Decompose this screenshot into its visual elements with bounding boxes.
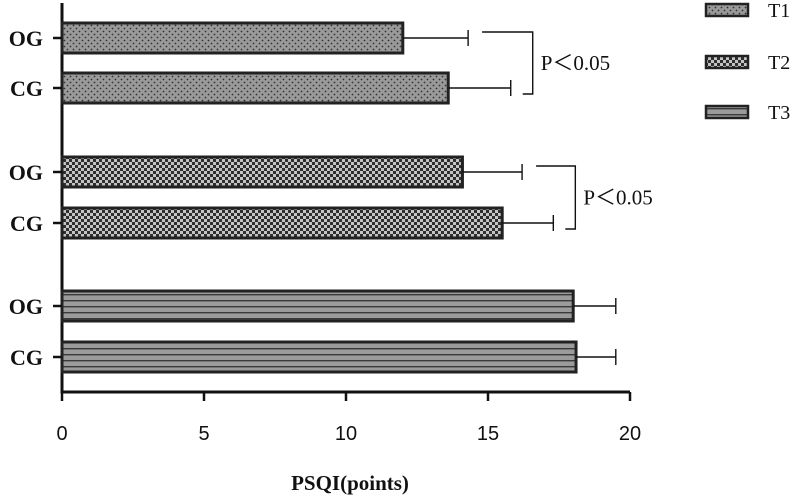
bar-t2-og — [60, 155, 464, 189]
bar-t2-cg — [60, 206, 504, 240]
legend-swatch-t1 — [704, 2, 750, 18]
bar-t3-og — [60, 289, 575, 323]
significance-annotation: P＜0.05 — [583, 186, 652, 210]
category-label: OG — [9, 160, 43, 185]
bar-t1-og — [60, 21, 405, 55]
category-label: CG — [10, 76, 43, 101]
bar-t1-cg — [60, 71, 450, 105]
significance-bracket — [482, 31, 534, 95]
x-tick-label: 5 — [198, 423, 209, 445]
category-label: CG — [10, 345, 43, 370]
legend-swatch-t3 — [704, 104, 750, 120]
x-tick-label: 20 — [619, 423, 641, 445]
legend: T1 T2 T3 — [704, 0, 790, 124]
significance-annotation: P＜0.05 — [541, 51, 610, 75]
significance-bracket — [536, 165, 577, 230]
legend-label-t2: T2 — [768, 52, 790, 74]
category-label: OG — [9, 294, 43, 319]
plot-area: 0 5 10 15 20 PSQI(points) OG CG OG CG OG CG P＜0.05 P＜… — [9, 3, 653, 495]
legend-swatch-t2 — [704, 54, 750, 70]
category-label: OG — [9, 26, 43, 51]
x-axis-title: PSQI(points) — [291, 471, 409, 495]
x-tick-label: 0 — [56, 423, 67, 445]
legend-label-t1: T1 — [768, 0, 790, 22]
bar-t3-cg — [60, 340, 578, 374]
x-tick-label: 10 — [335, 423, 357, 445]
category-label: CG — [10, 211, 43, 236]
x-tick-label: 15 — [477, 423, 499, 445]
legend-label-t3: T3 — [768, 102, 790, 124]
